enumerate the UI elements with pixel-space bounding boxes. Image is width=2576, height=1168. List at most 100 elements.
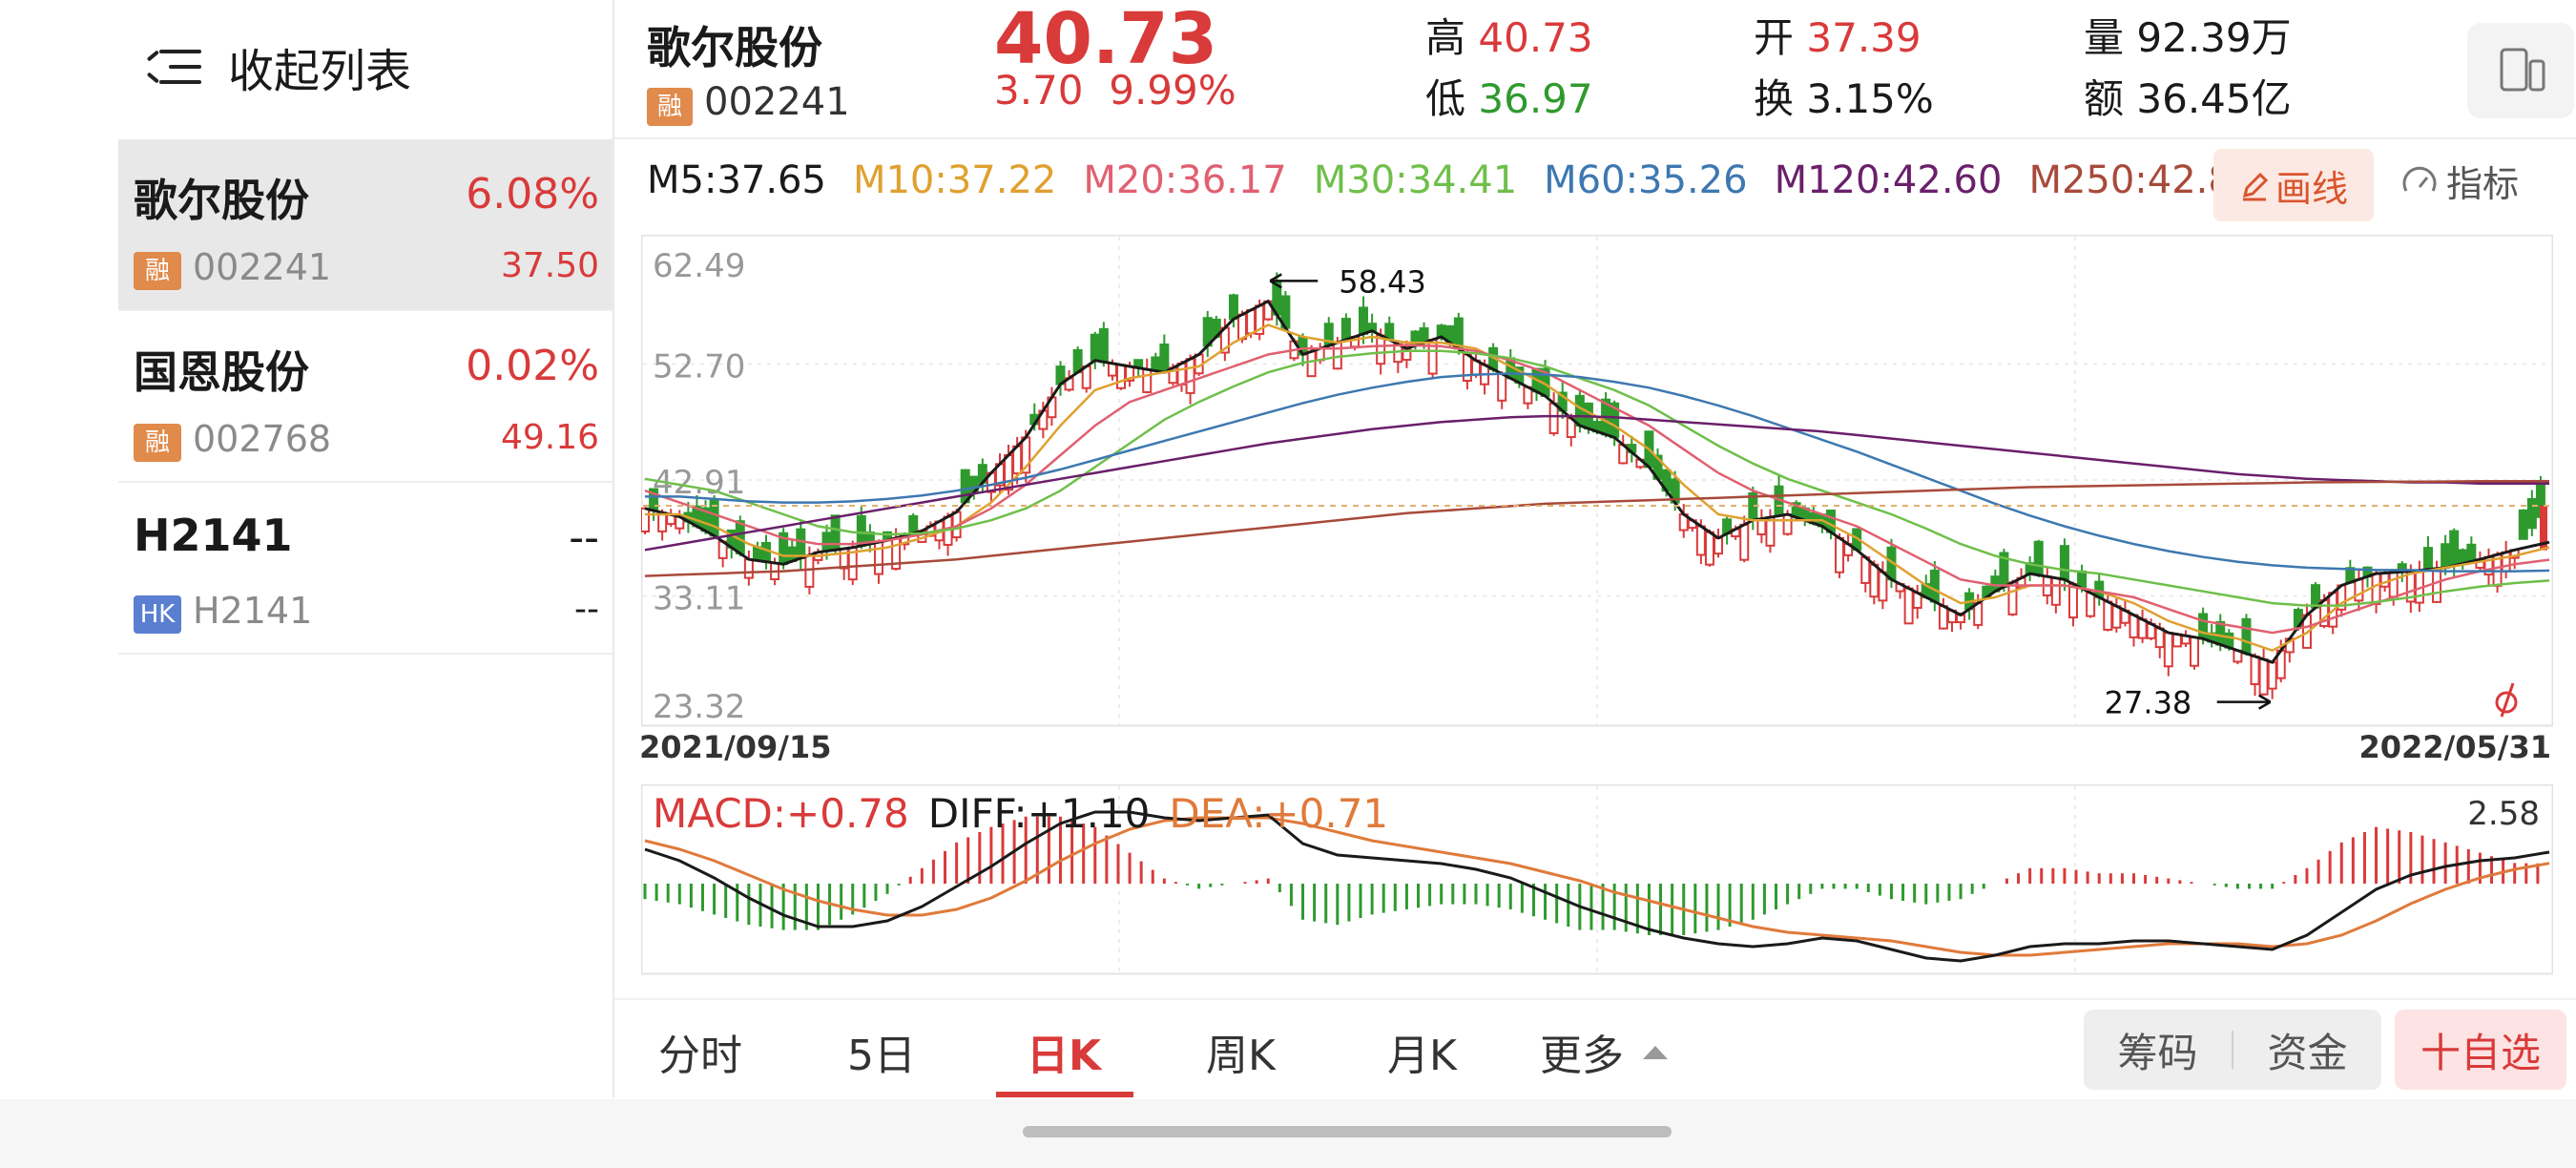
turnover-value: 3.15% xyxy=(1806,75,1934,122)
stock-change-pct: 0.02% xyxy=(466,342,599,390)
macd-max-label: 2.58 xyxy=(2467,795,2540,833)
home-indicator[interactable] xyxy=(1023,1126,1672,1137)
stock-list-item[interactable]: 国恩股份 0.02% 融 002768 49.16 xyxy=(118,311,613,483)
chips-button[interactable]: 筹码 xyxy=(2117,1029,2198,1076)
tab-more-label: 更多 xyxy=(1540,1032,1624,1080)
pencil-mark-icon xyxy=(2495,682,2518,718)
candle-body xyxy=(1098,327,1109,364)
candle-body xyxy=(1142,368,1153,393)
y-tick-label: 62.49 xyxy=(653,247,745,285)
ma-line-m5 xyxy=(644,299,2550,664)
open-value: 37.39 xyxy=(1806,14,1922,61)
candle-body xyxy=(1929,569,1940,603)
tab-daily-k[interactable]: 日K xyxy=(1027,1032,1102,1080)
rotate-screen-button[interactable] xyxy=(2467,23,2574,118)
volume-label: 量 xyxy=(2084,14,2125,61)
candle-body xyxy=(1782,513,1793,535)
amount-label: 额 xyxy=(2084,75,2125,122)
stock-list-sidebar: 收起列表 歌尔股份 6.08% 融 002241 37.50 国恩股份 0.02… xyxy=(0,0,613,1097)
candle xyxy=(2518,509,2528,540)
candle-body xyxy=(2441,543,2451,569)
max-price-label: 58.43 xyxy=(1339,263,1426,300)
tab-5day[interactable]: 5日 xyxy=(847,1032,916,1080)
candle-body xyxy=(2241,617,2252,655)
candle-body xyxy=(1228,294,1238,321)
candle-body xyxy=(1246,309,1257,335)
candle-body xyxy=(2250,655,2260,685)
candle-body xyxy=(1739,523,1750,561)
last-price: 40.73 xyxy=(994,0,1218,80)
candle-body xyxy=(2258,658,2269,696)
candle-body xyxy=(1176,362,1187,386)
stock-title: 歌尔股份 xyxy=(647,22,822,73)
ma-line-m20 xyxy=(644,344,2550,635)
high-price: 高 40.73 xyxy=(1425,6,1593,64)
candle-body xyxy=(1835,536,1845,574)
candle-body xyxy=(1903,587,1914,625)
candle-body xyxy=(1574,394,1585,427)
chips-funds-toggle: 筹码 资金 xyxy=(2084,1010,2381,1090)
candle-body xyxy=(2518,509,2528,540)
stock-list-item[interactable]: 歌尔股份 6.08% 融 002241 37.50 xyxy=(118,139,613,311)
funds-button[interactable]: 资金 xyxy=(2267,1029,2348,1076)
candle-body xyxy=(1159,344,1170,374)
stock-list-item[interactable]: H2141 -- HK H2141 -- xyxy=(118,483,613,655)
stock-code: 002241 xyxy=(193,246,332,288)
candle xyxy=(2241,614,2252,657)
candle-body xyxy=(1878,571,1888,602)
candle-body xyxy=(1869,563,1880,598)
candle-body xyxy=(2388,571,2399,598)
candle-body xyxy=(821,532,832,553)
stock-price: 49.16 xyxy=(500,418,599,457)
tab-more[interactable]: 更多 xyxy=(1540,1021,1670,1082)
candle xyxy=(1072,346,1083,374)
candle-body xyxy=(743,558,754,579)
candle-body xyxy=(1695,525,1706,556)
diff-value: DIFF:+1.10 xyxy=(927,790,1151,837)
candle xyxy=(2190,636,2200,670)
candle-body xyxy=(2111,605,2122,629)
draw-line-button[interactable]: 画线 xyxy=(2213,149,2374,221)
price-change: 3.70 9.99% xyxy=(994,67,1236,114)
min-price-label: 27.38 xyxy=(2105,685,2192,721)
macd-legend: MACD:+0.78 DIFF:+1.10 DEA:+0.71 xyxy=(653,790,1388,837)
tab-intraday[interactable]: 分时 xyxy=(658,1032,742,1080)
add-favorite-button[interactable]: 十自选 xyxy=(2395,1010,2566,1090)
caret-up-icon xyxy=(1643,1046,1668,1059)
diff-line xyxy=(644,810,2550,963)
collapse-list-label: 收起列表 xyxy=(228,45,412,98)
low-label: 低 xyxy=(1425,75,1466,122)
macd-chart[interactable]: 2.58 xyxy=(641,784,2553,975)
tab-monthly-k[interactable]: 月K xyxy=(1387,1032,1457,1080)
collapse-list-button[interactable]: 收起列表 xyxy=(146,29,412,105)
candle-body xyxy=(804,553,815,588)
collapse-list-icon xyxy=(146,48,201,86)
open-price: 开 37.39 xyxy=(1754,6,1922,64)
ma-label: M30:34.41 xyxy=(1313,158,1518,202)
stock-code: 002241 xyxy=(704,80,850,124)
stock-price: -- xyxy=(574,590,599,629)
amount: 额 36.45亿 xyxy=(2084,67,2292,125)
ma-line-m30 xyxy=(644,349,2550,607)
ma-label: M20:36.17 xyxy=(1083,158,1287,202)
candle-body xyxy=(2059,545,2069,581)
tab-weekly-k[interactable]: 周K xyxy=(1206,1032,1276,1080)
candle xyxy=(1098,322,1109,367)
indicator-label: 指标 xyxy=(2446,163,2520,205)
candle-body xyxy=(1436,324,1446,338)
stock-name: 歌尔股份 xyxy=(134,175,309,226)
candle-body xyxy=(796,528,806,559)
candle xyxy=(709,495,719,539)
candle-body xyxy=(2432,567,2442,603)
stock-code: 002768 xyxy=(193,418,332,460)
indicator-button[interactable]: 指标 xyxy=(2400,155,2519,207)
candle xyxy=(1427,338,1438,378)
ma-legend: M5:37.65 M10:37.22 M20:36.17 M30:34.41 M… xyxy=(647,158,2256,202)
margin-badge: 融 xyxy=(134,424,181,462)
candle-body xyxy=(873,541,883,575)
header-divider xyxy=(614,137,2576,139)
stock-change-pct: 6.08% xyxy=(466,170,599,219)
hk-badge: HK xyxy=(134,595,181,634)
candle-body xyxy=(2007,581,2018,615)
